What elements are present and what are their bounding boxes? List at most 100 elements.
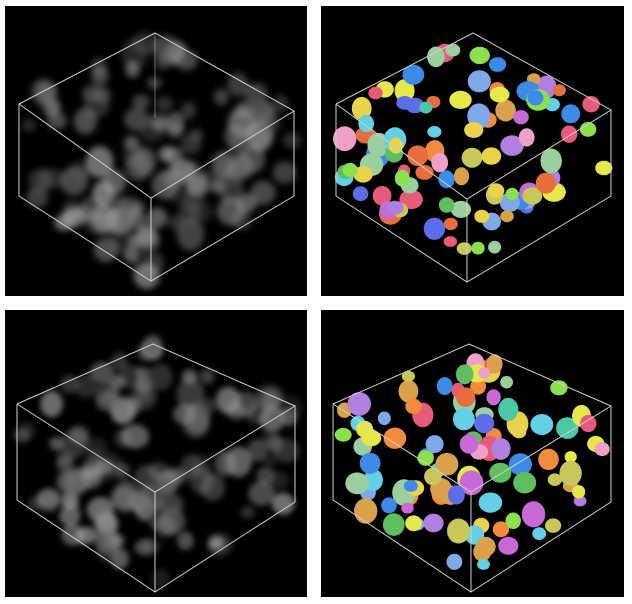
segmented-nucleus — [334, 427, 352, 442]
raw-nucleus-blob — [125, 61, 140, 78]
raw-nucleus-blob — [240, 506, 255, 519]
segmented-nucleus — [564, 451, 577, 463]
segmented-nucleus — [368, 86, 383, 100]
segmented-nucleus — [505, 187, 519, 201]
segmented-nucleus — [447, 518, 470, 544]
segmented-nucleus — [403, 480, 418, 492]
segmented-nucleus — [486, 354, 503, 374]
segmented-nucleus — [560, 125, 578, 143]
raw-nucleus-blob — [85, 437, 108, 457]
raw-volume-render — [18, 32, 302, 289]
raw-nucleus-blob — [152, 117, 169, 133]
segmented-nucleus — [579, 122, 597, 137]
segmented-volume-render — [332, 343, 613, 593]
segmented-nucleus — [415, 164, 434, 180]
raw-nucleus-blob — [250, 180, 276, 205]
segmented-nucleus — [572, 485, 586, 499]
raw-nucleus-blob — [132, 94, 150, 110]
bounding-box-wireframe — [335, 32, 612, 283]
segmented-nucleus — [491, 438, 511, 460]
segmented-nucleus — [594, 442, 610, 457]
segmented-nucleus — [489, 86, 510, 103]
bounding-box-wireframe — [16, 343, 297, 593]
raw-nucleus-blob — [102, 388, 120, 405]
segmented-nucleus — [459, 434, 479, 454]
raw-volume-panel-bottom-left — [5, 310, 307, 597]
segmented-nucleus — [552, 84, 566, 97]
segmented-nucleus — [474, 413, 495, 434]
segmented-nucleus — [436, 377, 453, 396]
raw-nucleus-blob — [136, 386, 153, 404]
raw-nucleus-blob — [118, 395, 133, 413]
raw-nucleus-blob — [49, 436, 65, 451]
segmented-nucleus — [538, 448, 559, 471]
segmented-nucleus — [595, 160, 613, 176]
raw-nucleus-blob — [213, 88, 229, 106]
segmented-nucleus — [449, 90, 472, 109]
raw-nucleus-blob — [40, 390, 63, 418]
segmented-nucleus — [399, 189, 423, 210]
raw-nucleus-blob — [124, 107, 149, 131]
segmented-nucleus — [532, 527, 547, 540]
raw-nucleus-blob — [58, 471, 86, 497]
segmented-nucleus — [455, 364, 474, 385]
raw-nucleus-blob — [60, 375, 79, 394]
raw-nuclei-cloud — [14, 334, 303, 590]
segmented-nucleus — [474, 209, 490, 223]
raw-nucleus-blob — [217, 197, 245, 226]
segmented-nucleus — [396, 96, 414, 110]
segmented-nucleus — [345, 472, 369, 495]
segmented-nucleus — [448, 485, 465, 505]
segmented-nucleus — [453, 408, 475, 431]
raw-nucleus-blob — [200, 397, 216, 415]
segmented-nucleus — [535, 172, 556, 194]
segmented-nucleus — [427, 46, 445, 68]
raw-nucleus-blob — [45, 99, 61, 116]
raw-nucleus-blob — [177, 531, 194, 550]
segmented-nucleus — [505, 512, 521, 530]
segmented-nucleus — [358, 114, 375, 133]
raw-nucleus-blob — [182, 409, 210, 439]
segmented-nucleus — [508, 453, 532, 476]
segmented-nucleus — [453, 167, 470, 186]
segmented-nucleus — [498, 536, 519, 555]
segmented-nucleus — [351, 96, 372, 121]
raw-nucleus-blob — [109, 375, 126, 390]
raw-nucleus-blob — [26, 186, 49, 209]
raw-nucleus-blob — [259, 406, 285, 432]
segmented-nucleus — [386, 200, 404, 215]
segmented-nucleus — [489, 462, 512, 483]
raw-nucleus-blob — [113, 484, 138, 513]
segmented-nucleus — [342, 162, 358, 177]
segmented-nucleus — [435, 452, 459, 476]
segmented-nucleus — [467, 70, 491, 93]
raw-nucleus-blob — [181, 101, 197, 120]
raw-nucleus-blob — [120, 38, 149, 70]
raw-nuclei-cloud — [21, 32, 302, 289]
segmented-nucleus — [487, 183, 505, 198]
segmented-nucleus — [402, 64, 425, 85]
raw-nucleus-blob — [68, 425, 90, 445]
raw-nucleus-blob — [123, 135, 140, 151]
segmented-nucleus — [521, 501, 546, 528]
raw-nucleus-blob — [21, 118, 36, 132]
raw-nucleus-blob — [140, 537, 161, 555]
segmented-nucleus — [383, 427, 407, 449]
segmented-nucleus — [559, 460, 582, 486]
segmented-nucleus — [495, 99, 516, 122]
segmented-nucleus — [489, 57, 507, 72]
segmented-nucleus — [498, 397, 519, 421]
segmented-nucleus — [417, 450, 434, 466]
segmented-nucleus — [481, 147, 502, 165]
segmented-nucleus — [398, 380, 419, 403]
raw-nucleus-blob — [94, 86, 111, 104]
segmented-nucleus — [478, 367, 491, 379]
segmented-nucleus — [419, 101, 433, 114]
raw-nucleus-blob — [61, 524, 85, 546]
raw-nucleus-blob — [273, 438, 300, 463]
segmented-nucleus — [456, 242, 472, 255]
segmented-nucleus — [431, 152, 449, 173]
segmented-nucleus — [573, 495, 587, 507]
segmented-nucleus — [394, 79, 415, 103]
raw-nucleus-blob — [121, 424, 150, 449]
